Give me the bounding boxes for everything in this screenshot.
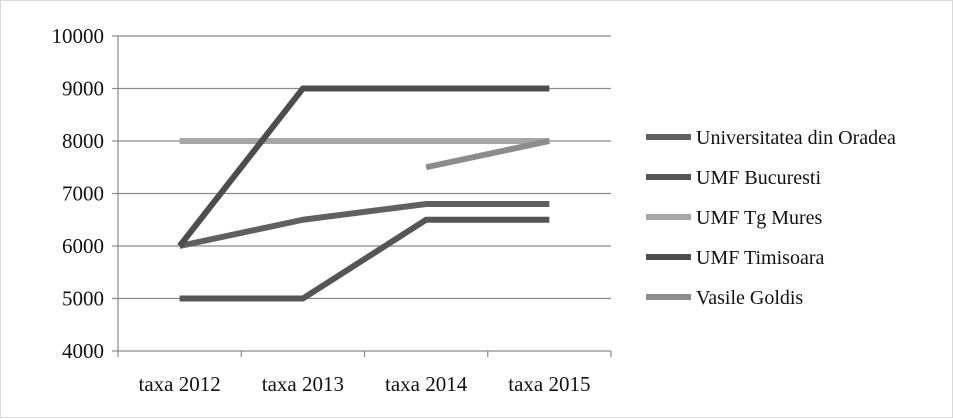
y-tick-label: 5000 bbox=[62, 287, 104, 311]
y-tick-label: 8000 bbox=[62, 129, 104, 153]
y-tick-labels: 10000 9000 8000 7000 6000 5000 4000 bbox=[52, 24, 105, 363]
legend-label: Universitatea din Oradea bbox=[696, 127, 896, 149]
series-line bbox=[179, 216, 550, 302]
axes bbox=[112, 35, 612, 357]
legend-label: Vasile Goldis bbox=[696, 287, 803, 309]
series-line bbox=[425, 138, 550, 171]
x-tick-labels: taxa 2012 taxa 2013 taxa 2014 taxa 2015 bbox=[139, 372, 591, 396]
series-line bbox=[179, 201, 550, 249]
legend-label: UMF Bucuresti bbox=[696, 167, 821, 189]
legend-label: UMF Timisoara bbox=[696, 247, 824, 269]
y-tick-label: 10000 bbox=[52, 24, 105, 48]
y-tick-label: 6000 bbox=[62, 234, 104, 258]
y-tick-label: 9000 bbox=[62, 77, 104, 101]
legend: Universitatea din Oradea UMF Bucuresti UMF… bbox=[646, 127, 896, 309]
y-tick-label: 4000 bbox=[62, 339, 104, 363]
x-tick-label: taxa 2012 bbox=[139, 372, 221, 396]
y-tick-label: 7000 bbox=[62, 182, 104, 206]
x-tick-label: taxa 2013 bbox=[262, 372, 344, 396]
x-tick-label: taxa 2015 bbox=[508, 372, 590, 396]
series-lines bbox=[177, 85, 550, 302]
x-tick-label: taxa 2014 bbox=[385, 372, 468, 396]
series-line bbox=[177, 85, 550, 248]
legend-label: UMF Tg Mures bbox=[696, 207, 823, 229]
